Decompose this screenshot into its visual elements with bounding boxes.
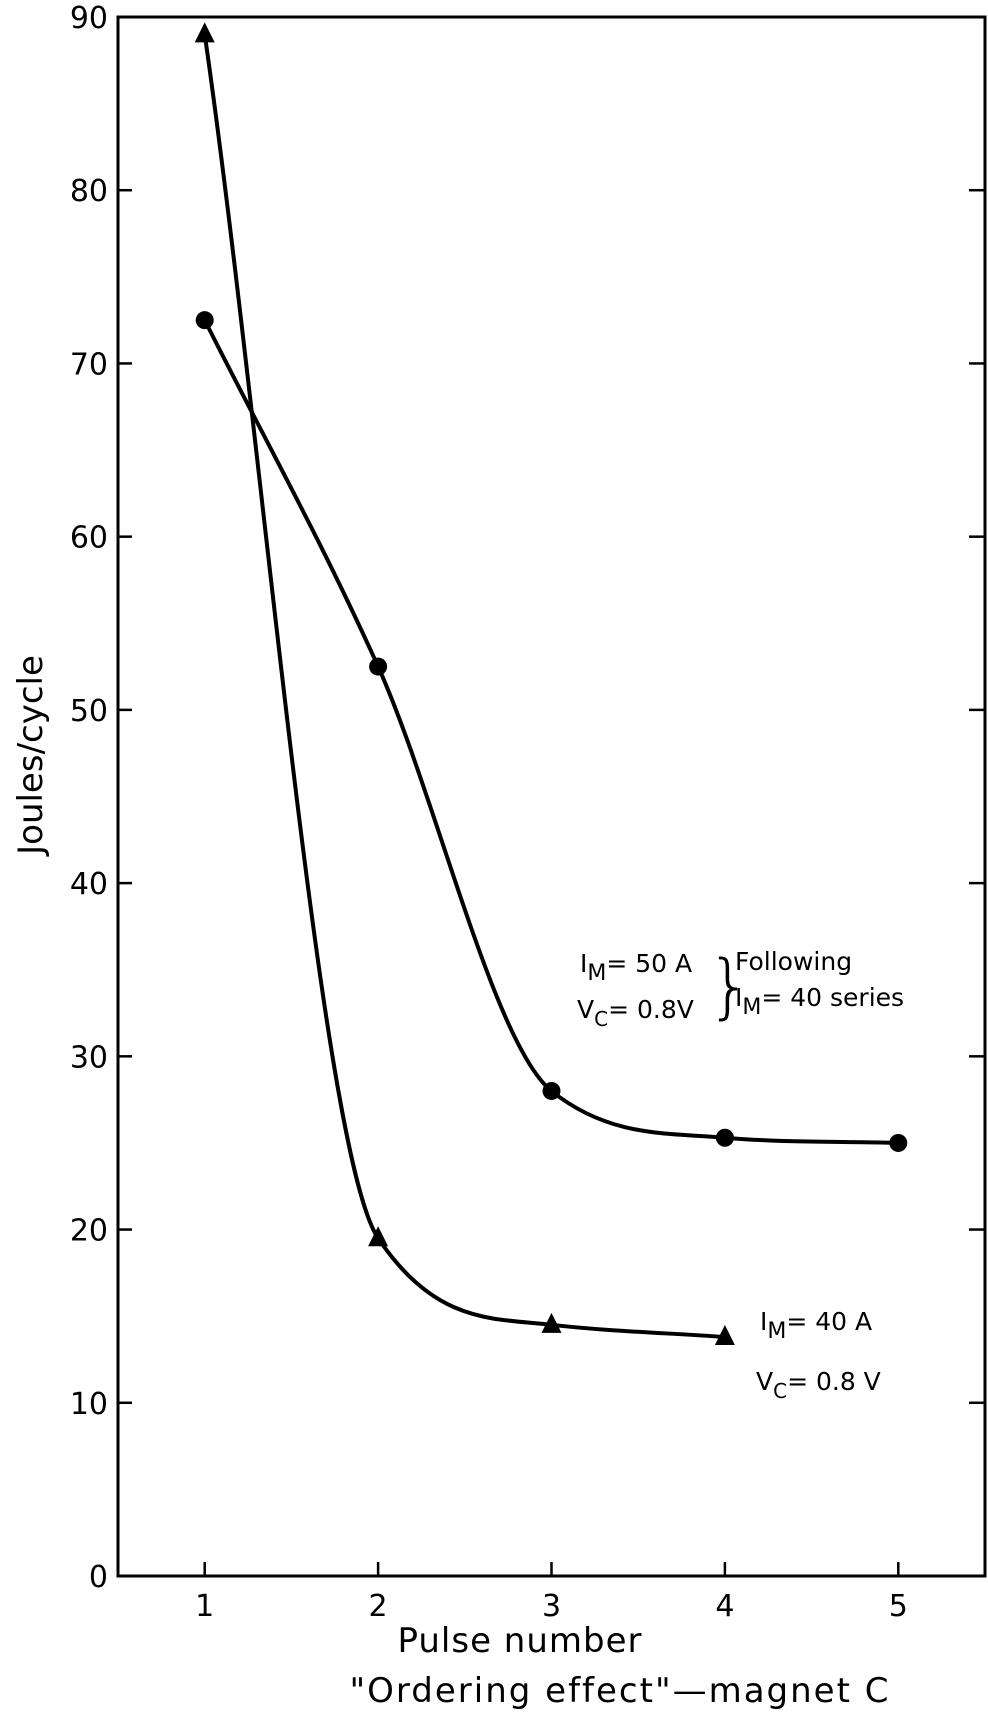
x-tick-label: 4 [715,1589,734,1624]
annotation-upper-right-2b: = 40 series [761,983,904,1012]
svg-text:VC= 0.8V: VC= 0.8V [577,995,694,1031]
y-tick-label: 40 [70,867,108,902]
y-tick-label: 30 [70,1040,108,1075]
circle-series-point [369,657,388,676]
annotation-upper-v: V [577,995,594,1024]
annotation-upper-right-2a: I [735,983,742,1012]
triangle-series-point [194,22,215,43]
circle-series-point [195,311,214,330]
axes [116,15,987,1578]
svg-text:IM= 40 A: IM= 40 A [760,1307,872,1344]
y-tick-label: 60 [70,521,108,556]
annotation-lower-v: V [756,1367,773,1396]
series-curves [202,32,901,1339]
annotation-upper-series: IM= 50 A VC= 0.8V } Following IM= 40 ser… [577,945,904,1031]
annotation-upper-v-sub: C [594,1007,608,1031]
annotation-upper-i-value: = 50 A [606,949,692,978]
annotation-lower-i-value: = 40 A [786,1307,872,1336]
y-tick-label: 0 [89,1560,108,1595]
triangle-series-point [368,1226,389,1247]
y-tick-label: 20 [70,1214,108,1249]
y-tick-label: 80 [70,174,108,209]
chart-caption: "Ordering effect"—magnet C [350,1671,891,1711]
tick-marks: 0 10 20 30 40 50 60 70 80 90 1 2 3 4 5 [70,1,985,1624]
annotation-lower-series: IM= 40 A VC= 0.8 V [756,1307,881,1403]
circle-series-point [889,1133,908,1152]
series-markers [194,22,908,1345]
y-tick-label: 50 [70,694,108,729]
x-tick-label: 3 [542,1589,561,1624]
annotation-lower-i-sub: M [767,1319,786,1344]
circle-series-point [715,1128,734,1147]
annotation-upper-i-sub: M [587,961,606,986]
y-tick-label: 90 [70,1,108,36]
triangle-series-point [714,1324,735,1345]
triangle-series-line [202,32,727,1339]
x-tick-label: 1 [195,1589,214,1624]
annotation-lower-i: I [760,1307,767,1336]
annotation-lower-v-value: = 0.8 V [787,1367,881,1396]
x-axis-label: Pulse number [397,1621,642,1661]
annotation-upper-i: I [580,949,587,978]
svg-text:VC= 0.8 V: VC= 0.8 V [756,1367,881,1403]
y-axis-label: Joules/cycle [11,655,51,857]
annotation-upper-brace: } [707,945,752,1027]
svg-text:IM= 40 series: IM= 40 series [735,983,904,1020]
circle-series-point [542,1081,561,1100]
circle-series-line [202,318,901,1145]
annotation-upper-v-value: = 0.8V [608,995,694,1024]
annotation-lower-v-sub: C [773,1379,787,1403]
y-tick-label: 70 [70,347,108,382]
x-tick-label: 2 [369,1589,388,1624]
svg-text:IM= 50 A: IM= 50 A [580,949,692,986]
plot-frame [116,15,987,1578]
annotation-upper-right-2-sub: M [742,995,761,1020]
x-tick-label: 5 [889,1589,908,1624]
annotation-upper-right-1: Following [735,947,852,976]
triangle-series-point [541,1312,562,1333]
y-tick-label: 10 [70,1387,108,1422]
